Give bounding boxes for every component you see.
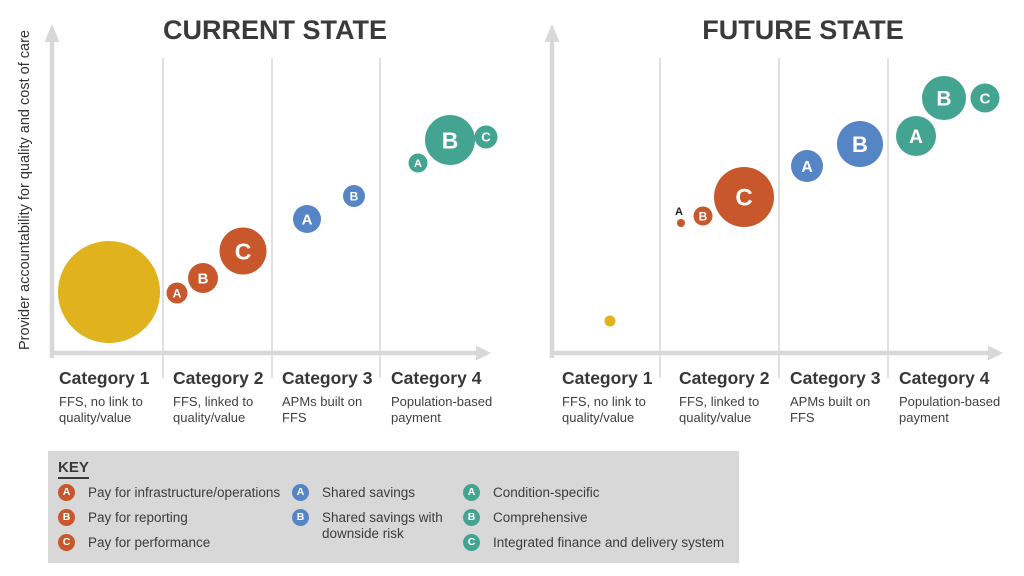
future-category-1-label: Category 1 FFS, no link to quality/value [562, 368, 680, 425]
bubble-future-orange-A [677, 219, 685, 227]
legend-column-orange: A Pay for infrastructure/operations B Pa… [58, 484, 280, 559]
category-name: Category 2 [679, 368, 770, 388]
bubble-letter: A [909, 127, 923, 148]
category-name: Category 3 [282, 368, 373, 388]
legend-column-teal: A Condition-specific B Comprehensive C I… [463, 484, 724, 559]
legend-item: C Integrated finance and delivery system [463, 534, 724, 551]
bubble-letter: B [699, 209, 708, 223]
legend-item-text: Integrated finance and delivery system [493, 535, 725, 550]
bubble-future-teal-C [970, 83, 1000, 113]
bubble-future-teal-A [896, 116, 936, 156]
category-desc: Population-based payment [899, 394, 1001, 425]
orange-b-bubble-icon: B [58, 509, 75, 526]
category-name: Category 1 [59, 368, 150, 388]
y-axis-arrowhead-icon [44, 24, 60, 42]
future-category-2-label: Category 2 FFS, linked to quality/value [679, 368, 797, 425]
legend-item-text: Condition-specific [493, 485, 600, 500]
bubble-current-orange-C [219, 227, 267, 275]
blue-b-bubble-icon: B [292, 509, 309, 526]
legend-title: KEY [58, 459, 89, 479]
legend-item-text: Pay for infrastructure/operations [88, 485, 281, 500]
bubble-current-teal-C [474, 125, 498, 149]
legend-item-text: Pay for reporting [88, 510, 188, 525]
bubble-current-teal-B [425, 115, 475, 165]
current-category-2-label: Category 2 FFS, linked to quality/value [173, 368, 291, 425]
legend-item: C Pay for performance [58, 534, 280, 551]
bubble-letter: B [852, 132, 868, 157]
category-name: Category 2 [173, 368, 264, 388]
legend-item: A Condition-specific [463, 484, 724, 501]
category-desc: FFS, no link to quality/value [59, 394, 143, 425]
bubble-letter: B [198, 270, 209, 287]
bubble-future-orange-C [714, 167, 774, 227]
current-category-4-label: Category 4 Population-based payment [391, 368, 509, 425]
bubble-letter: C [481, 130, 491, 145]
bubble-future-yellow [604, 315, 616, 327]
bubble-letter: B [936, 88, 951, 111]
y-axis-label: Provider accountability for quality and … [17, 30, 33, 350]
future-category-4-label: Category 4 Population-based payment [899, 368, 1017, 425]
category-desc: FFS, linked to quality/value [679, 394, 760, 425]
legend-item-text: Shared savings with downside risk [322, 510, 443, 541]
category-desc: APMs built on FFS [790, 394, 871, 425]
current-state-title: CURRENT STATE [163, 15, 387, 45]
bubble-letter-outside: A [675, 206, 683, 218]
category-desc: APMs built on FFS [282, 394, 363, 425]
bubble-future-blue-A [791, 150, 823, 182]
bubble-current-orange-B [188, 263, 218, 293]
x-axis-arrowhead-icon [988, 345, 1003, 361]
teal-a-bubble-icon: A [463, 484, 480, 501]
current-category-3-label: Category 3 APMs built on FFS [282, 368, 400, 425]
legend-box: KEY A Pay for infrastructure/operations … [48, 451, 739, 563]
legend-item: A Pay for infrastructure/operations [58, 484, 280, 501]
legend-item-text: Pay for performance [88, 535, 211, 550]
category-name: Category 4 [391, 368, 482, 388]
bubble-future-teal-B [922, 76, 966, 120]
category-desc: Population-based payment [391, 394, 493, 425]
bubble-letter: C [980, 90, 991, 107]
current-category-1-label: Category 1 FFS, no link to quality/value [59, 368, 177, 425]
legend-item: A Shared savings [292, 484, 443, 501]
legend-item-text: Comprehensive [493, 510, 588, 525]
bubble-future-blue-B [837, 121, 883, 167]
orange-a-bubble-icon: A [58, 484, 75, 501]
legend-item-text: Shared savings [322, 485, 416, 500]
future-category-3-label: Category 3 APMs built on FFS [790, 368, 908, 425]
bubble-letter: A [173, 286, 182, 300]
legend-item: B Pay for reporting [58, 509, 280, 526]
bubble-current-blue-A [293, 205, 321, 233]
legend-column-blue: A Shared savings B Shared savings with d… [292, 484, 443, 549]
future-state-title: FUTURE STATE [702, 15, 904, 45]
bubble-current-teal-A [408, 153, 428, 173]
x-axis-arrowhead-icon [476, 345, 491, 361]
bubble-letter: C [235, 238, 252, 264]
category-name: Category 3 [790, 368, 881, 388]
bubble-letter: B [442, 127, 459, 153]
bubble-letter: A [302, 211, 313, 228]
category-desc: FFS, linked to quality/value [173, 394, 254, 425]
category-name: Category 1 [562, 368, 653, 388]
bubble-current-orange-A [166, 282, 188, 304]
y-axis-arrowhead-icon [544, 24, 560, 42]
orange-c-bubble-icon: C [58, 534, 75, 551]
bubble-letter: C [735, 185, 752, 212]
bubble-future-orange-B [693, 206, 713, 226]
legend-item: B Shared savings with downside risk [292, 509, 443, 541]
teal-c-bubble-icon: C [463, 534, 480, 551]
bubble-current-blue-B [343, 185, 365, 207]
bubble-letter: A [801, 159, 813, 176]
blue-a-bubble-icon: A [292, 484, 309, 501]
category-name: Category 4 [899, 368, 990, 388]
bubble-letter: B [350, 189, 359, 203]
bubble-current-yellow [58, 241, 160, 343]
legend-item: B Comprehensive [463, 509, 724, 526]
category-desc: FFS, no link to quality/value [562, 394, 646, 425]
teal-b-bubble-icon: B [463, 509, 480, 526]
bubble-letter: A [414, 158, 422, 170]
